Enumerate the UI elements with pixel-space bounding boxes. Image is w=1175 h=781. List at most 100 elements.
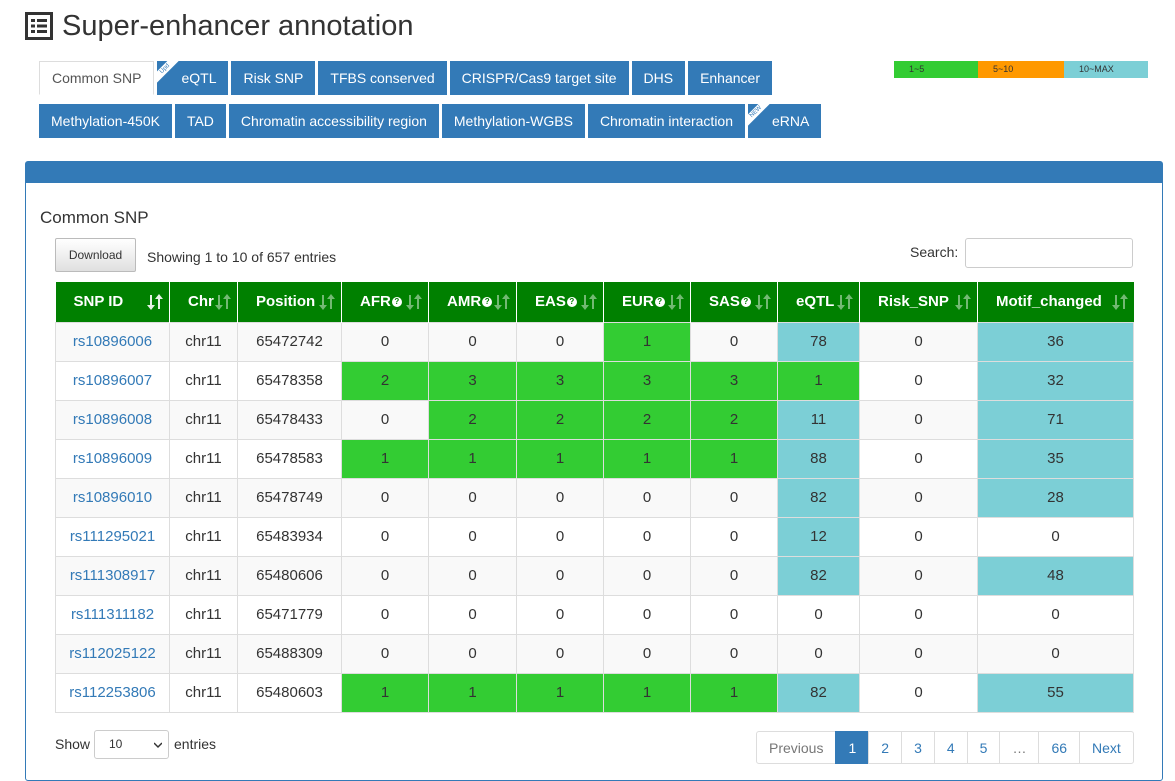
help-icon[interactable]: ? [566,297,577,308]
sort-icon [837,294,853,310]
cell-snp-id: rs10896010 [55,477,170,518]
column-header-risk-snp[interactable]: Risk_SNP [859,282,978,322]
cell-eas: 0 [516,477,604,518]
snp-id-link[interactable]: rs10896009 [72,450,153,467]
cell-afr: 0 [341,594,429,635]
cell-eur: 2 [603,399,691,440]
snp-id-link[interactable]: rs112025122 [69,645,156,662]
cell-eas: 0 [516,555,604,596]
snp-id-link[interactable]: rs111308917 [69,567,156,584]
cell-eur: 0 [603,594,691,635]
pagination-next[interactable]: Next [1079,731,1134,764]
download-button[interactable]: Download [55,238,136,272]
tab-label: TFBS conserved [330,70,435,86]
column-header-sas[interactable]: SAS? [690,282,778,322]
cell-chr: chr11 [169,516,238,557]
table-row: rs112025122 chr11 65488309 0 0 0 0 0 0 0 0 [55,633,1134,674]
snp-id-link[interactable]: rs111295021 [69,528,156,545]
pagination-previous[interactable]: Previous [756,731,837,764]
tab-dhs[interactable]: DHS [631,61,686,95]
cell-motif-changed: 0 [977,594,1134,635]
results-panel: Common SNP Download Showing 1 to 10 of 6… [25,161,1163,781]
tab-chromatin-accessibility-region[interactable]: Chromatin accessibility region [228,104,439,138]
tab-tfbs-conserved[interactable]: TFBS conserved [318,61,447,95]
cell-chr: chr11 [169,438,238,479]
cell-amr: 1 [428,672,517,713]
cell-chr: chr11 [169,399,238,440]
entries-label: entries [174,736,217,752]
tab-erna[interactable]: NEW eRNA [748,104,822,138]
cell-amr: 0 [428,321,517,362]
updated-ribbon: Upd [157,61,184,88]
cell-sas: 0 [690,555,778,596]
help-icon[interactable]: ? [654,297,665,308]
cell-risk-snp: 0 [859,399,978,440]
cell-motif-changed: 48 [977,555,1134,596]
tab-methylation-wgbs[interactable]: Methylation-WGBS [441,104,585,138]
column-header-eur[interactable]: EUR? [603,282,691,322]
snp-id-link[interactable]: rs111311182 [70,606,155,623]
cell-amr: 0 [428,594,517,635]
tab-common-snp[interactable]: Common SNP [39,61,155,95]
snp-id-link[interactable]: rs10896008 [72,411,153,428]
cell-motif-changed: 32 [977,360,1134,401]
tab-methylation-450k[interactable]: Methylation-450K [39,104,172,138]
column-header-motif-changed[interactable]: Motif_changed [977,282,1134,322]
sort-icon [668,294,684,310]
page-length-select[interactable]: 10 [94,730,169,759]
pagination-page[interactable]: 2 [868,731,903,764]
column-header-afr[interactable]: AFR? [341,282,429,322]
cell-snp-id: rs111311182 [55,594,170,635]
column-header-eqtl[interactable]: eQTL [777,282,860,322]
search-input[interactable] [965,238,1133,268]
tab-bar-row-1: Common SNP Upd eQTL Risk SNP TFBS conser… [39,61,775,95]
pagination-page[interactable]: 3 [901,731,935,764]
cell-position: 65480603 [237,672,342,713]
column-header-position[interactable]: Position [237,282,342,322]
snp-id-link[interactable]: rs10896010 [72,489,153,506]
cell-chr: chr11 [169,555,238,596]
cell-snp-id: rs10896007 [55,360,170,401]
column-header-amr[interactable]: AMR? [428,282,517,322]
column-header-label: Position [256,293,316,311]
cell-afr: 1 [341,438,429,479]
cell-eqtl: 0 [777,633,860,674]
help-icon[interactable]: ? [482,297,493,308]
cell-eqtl: 0 [777,594,860,635]
cell-eur: 0 [603,516,691,557]
cell-position: 65478749 [237,477,342,518]
column-header-snp-id[interactable]: SNP ID [55,282,170,322]
cell-chr: chr11 [169,321,238,362]
cell-chr: chr11 [169,672,238,713]
cell-amr: 0 [428,516,517,557]
column-header-eas[interactable]: EAS? [516,282,604,322]
table-header-row: SNP ID Chr Position AFR? AMR? EAS? EUR? SAS? eQT… [55,282,1134,322]
cell-amr: 1 [428,438,517,479]
pagination-page[interactable]: 66 [1038,731,1081,764]
snp-id-link[interactable]: rs10896006 [72,333,153,350]
tab-eqtl[interactable]: Upd eQTL [157,61,229,95]
tab-crispr-cas9-target-site[interactable]: CRISPR/Cas9 target site [449,61,629,95]
column-header-label: EUR [622,293,654,311]
pagination-page[interactable]: 1 [835,731,870,764]
tab-label: CRISPR/Cas9 target site [461,70,617,86]
tab-tad[interactable]: TAD [174,104,226,138]
sort-icon [1111,294,1128,310]
help-icon[interactable]: ? [391,297,402,308]
cell-position: 65480606 [237,555,342,596]
tab-enhancer[interactable]: Enhancer [688,61,772,95]
snp-id-link[interactable]: rs112253806 [69,684,156,701]
cell-eur: 1 [603,672,691,713]
tab-risk-snp[interactable]: Risk SNP [231,61,316,95]
tab-chromatin-interaction[interactable]: Chromatin interaction [587,104,745,138]
cell-risk-snp: 0 [859,633,978,674]
cell-sas: 0 [690,633,778,674]
pagination-page[interactable]: 4 [933,731,968,764]
column-header-chr[interactable]: Chr [169,282,238,322]
cell-eqtl: 82 [777,477,860,518]
cell-eur: 0 [603,555,691,596]
help-icon[interactable]: ? [740,297,751,308]
snp-id-link[interactable]: rs10896007 [72,372,153,389]
pagination-page[interactable]: 5 [966,731,1001,764]
cell-amr: 0 [428,555,517,596]
